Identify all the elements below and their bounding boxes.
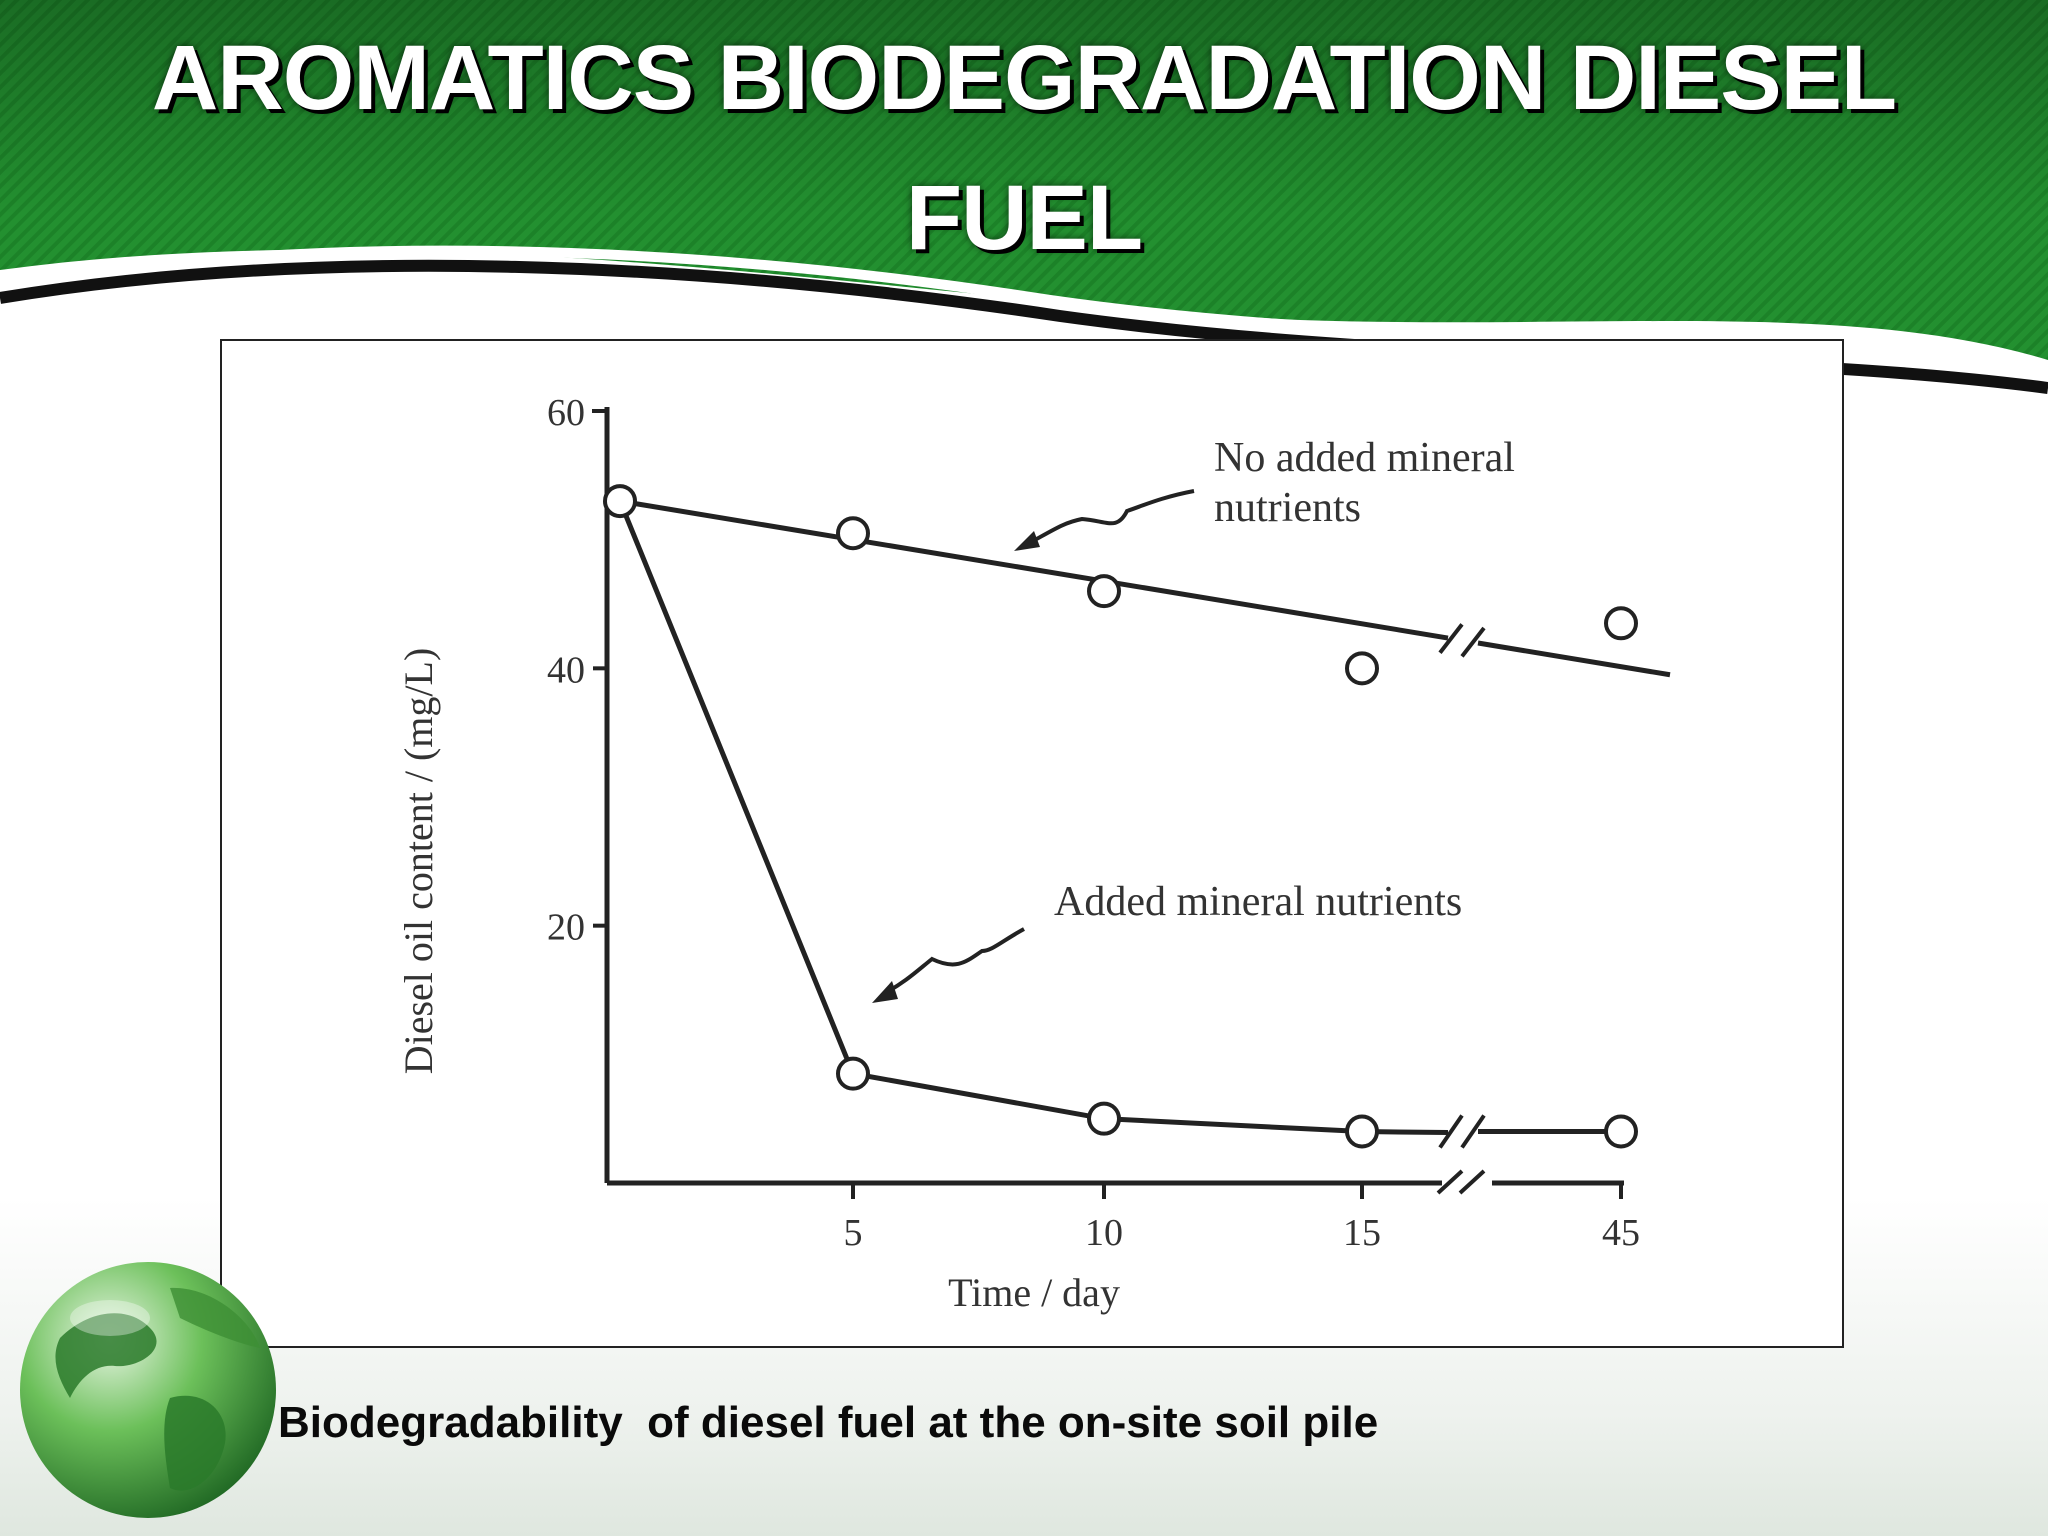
y-tick-label: 40	[547, 649, 585, 691]
annotation-arrow-added-nutrients	[881, 927, 1025, 997]
annotation-no-nutrients-line-2: nutrients	[1214, 485, 1361, 531]
figure-caption: Biodegradability of diesel fuel at the o…	[278, 1398, 1379, 1447]
x-tick-label: 15	[1343, 1212, 1381, 1254]
x-tick-label: 10	[1085, 1212, 1123, 1254]
annotation-added-nutrients: Added mineral nutrients	[1054, 879, 1462, 925]
data-point-added-nutrients	[1604, 1114, 1638, 1149]
line-chart: 20 40 60 5 10 15 45 Time / day Diesel oil cont…	[396, 392, 1671, 1315]
y-tick-label: 20	[547, 907, 585, 949]
series-line-break-mark	[1438, 623, 1464, 654]
chart-series	[603, 484, 1671, 1149]
globe-icon	[20, 1262, 276, 1518]
chart-labels: Time / day Diesel oil content / (mg/L) N…	[396, 435, 1515, 1315]
data-point-added-nutrients	[1345, 1114, 1379, 1149]
data-point-no-nutrients	[1345, 651, 1379, 686]
x-axis-break-mark	[1436, 1169, 1464, 1195]
x-tick-label: 45	[1602, 1212, 1640, 1254]
series-line-break-mark	[1460, 626, 1486, 658]
data-point-no-nutrients	[1087, 574, 1121, 609]
y-tick-label: 60	[547, 392, 585, 434]
x-axis-label: Time / day	[948, 1270, 1120, 1315]
series-no-nutrients-line	[1477, 640, 1671, 678]
chart-axes: 20 40 60 5 10 15 45	[547, 392, 1640, 1254]
series-line-break-mark	[1438, 1114, 1464, 1149]
page-title: AROMATICS BIODEGRADATION DIESEL FUEL	[0, 8, 2048, 288]
arrowhead-icon	[872, 981, 898, 1003]
data-point-no-nutrients	[836, 516, 870, 551]
x-tick-label: 5	[844, 1212, 863, 1254]
data-point-no-nutrients	[603, 484, 637, 519]
data-point-no-nutrients	[1604, 606, 1638, 641]
data-point-added-nutrients	[1087, 1101, 1121, 1136]
annotation-arrow-no-nutrients	[1021, 489, 1195, 549]
series-line-break-mark	[1460, 1114, 1486, 1149]
arrowhead-icon	[1014, 531, 1040, 551]
series-added-nutrients-line	[617, 500, 1363, 1135]
data-point-added-nutrients	[836, 1056, 870, 1091]
x-axis-break-mark	[1458, 1169, 1486, 1195]
title-line-2: FUEL	[905, 167, 1143, 269]
series-no-nutrients-line	[619, 498, 1449, 641]
chart-panel: 20 40 60 5 10 15 45 Time / day Diesel oil cont…	[220, 339, 1844, 1348]
annotation-no-nutrients-line-1: No added mineral	[1214, 435, 1515, 481]
title-line-1: AROMATICS BIODEGRADATION DIESEL	[151, 27, 1897, 129]
y-axis-label: Diesel oil content / (mg/L)	[396, 648, 441, 1075]
